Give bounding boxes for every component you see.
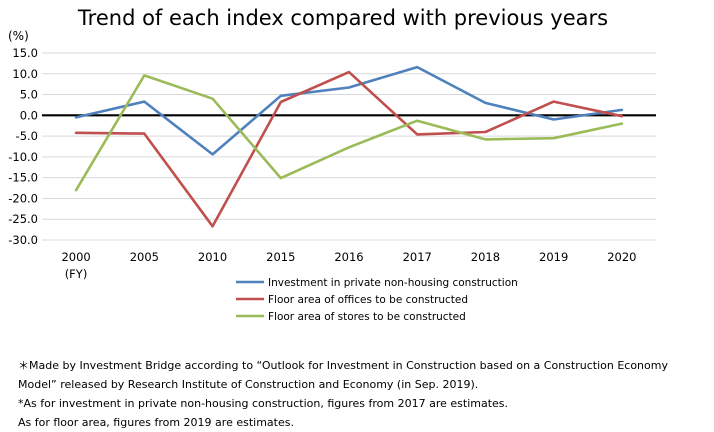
- y-axis-ticks: 15.0 10.0 5.0 0.0 -5.0 -10.0 -15.0 -20.0 -25.0 -3…: [8, 46, 38, 247]
- footnote: As for floor area, figures from 2019 are…: [18, 416, 294, 429]
- legend-label: Floor area of stores to be constructed: [268, 311, 466, 323]
- x-tick-label: 2005: [130, 250, 159, 264]
- grid: [42, 52, 656, 241]
- y-tick-label: -15.0: [8, 171, 38, 185]
- chart-title: Trend of each index compared with previo…: [77, 6, 608, 30]
- x-tick-label: 2017: [403, 250, 432, 264]
- series-lines: [74, 65, 624, 228]
- y-tick-label: -25.0: [8, 212, 38, 226]
- footnotes: ＊Made by Investment Bridge according to …: [18, 356, 708, 432]
- y-tick-label: -5.0: [16, 129, 38, 143]
- x-tick-label: 2016: [334, 250, 363, 264]
- x-tick-label: 2000: [61, 250, 90, 264]
- x-tick-label: 2010: [198, 250, 227, 264]
- series-line-3: [74, 74, 624, 192]
- y-tick-label: -30.0: [8, 233, 38, 247]
- y-tick-label: 5.0: [20, 88, 38, 102]
- x-tick-label: 2018: [471, 250, 500, 264]
- legend-label: Floor area of offices to be constructed: [268, 294, 468, 306]
- legend: Investment in private non-housing constr…: [236, 277, 518, 323]
- x-tick-label: 2015: [266, 250, 295, 264]
- x-axis-sublabel: (FY): [65, 267, 88, 281]
- footnote: Model” released by Research Institute of…: [18, 378, 479, 391]
- footnote: *As for investment in private non-housin…: [18, 397, 509, 410]
- y-unit-label: (%): [8, 29, 29, 43]
- y-tick-label: 15.0: [12, 46, 38, 60]
- footnote: ＊Made by Investment Bridge according to …: [18, 359, 668, 372]
- y-tick-label: -20.0: [8, 191, 38, 205]
- y-tick-label: -10.0: [8, 150, 38, 164]
- x-tick-label: 2020: [607, 250, 636, 264]
- x-axis-ticks: 2000 2005 2010 2015 2016 2017 2018 2019 2020: [61, 250, 636, 264]
- legend-label: Investment in private non-housing constr…: [268, 277, 518, 289]
- y-tick-label: 10.0: [12, 67, 38, 81]
- series-line-1: [74, 65, 624, 156]
- x-tick-label: 2019: [539, 250, 568, 264]
- y-tick-label: 0.0: [20, 108, 38, 122]
- series-line-2: [74, 70, 624, 228]
